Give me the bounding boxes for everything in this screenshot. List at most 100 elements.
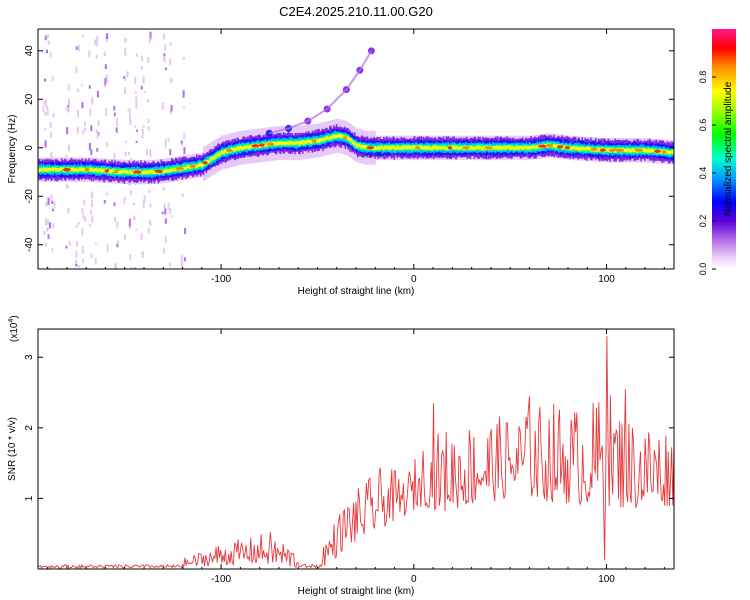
ridge-band	[299, 142, 301, 146]
ridge-band	[122, 170, 125, 173]
noise-speck	[115, 127, 118, 133]
ridge-band	[324, 137, 326, 141]
ridge-band	[373, 146, 375, 150]
ridge-band	[242, 146, 244, 151]
noise-speck	[90, 253, 93, 258]
ridge-band	[580, 146, 583, 150]
ridge-band	[518, 146, 521, 152]
noise-speck	[46, 34, 49, 39]
noise-speck	[145, 149, 148, 156]
ridge-band	[263, 140, 266, 148]
ridge-band	[56, 168, 58, 172]
ridge-band	[249, 145, 251, 149]
ridge-band	[626, 148, 629, 152]
noise-speck	[163, 247, 166, 253]
ridge-band	[350, 138, 352, 142]
ridge-band	[493, 146, 496, 150]
ridge-band	[428, 146, 430, 150]
ridge-band	[143, 171, 145, 175]
ridge-hotspot	[484, 146, 493, 150]
ridge-band	[495, 145, 498, 149]
ridge-band	[377, 145, 379, 149]
ridge-band	[346, 136, 348, 140]
ridge-band	[118, 171, 121, 175]
ridge-band	[112, 168, 114, 172]
ridge-hotspot	[462, 146, 470, 150]
ridge-band	[472, 146, 475, 150]
snr-scale-prefix: (x10	[9, 322, 20, 342]
ridge-band	[383, 145, 386, 149]
ridge-band	[469, 145, 472, 149]
ridge-band	[596, 148, 599, 152]
snr-plot-area	[38, 329, 674, 569]
ridge-band	[356, 143, 359, 147]
noise-speck	[147, 118, 150, 124]
ridge-band	[162, 170, 164, 174]
ridge-band	[103, 168, 106, 172]
ridge-band	[231, 147, 234, 151]
ridge-band	[96, 169, 99, 173]
ridge-band	[298, 140, 300, 147]
colorbar-tick-label: 0.2	[698, 215, 708, 228]
noise-speck	[81, 258, 84, 264]
ridge-band	[392, 145, 395, 149]
ridge-band	[279, 140, 282, 145]
ridge-band	[91, 169, 94, 173]
ridge-band	[292, 141, 294, 145]
ridge-band	[46, 168, 49, 172]
noise-speck	[83, 121, 86, 126]
ridge-band	[97, 169, 100, 173]
ridge-band	[381, 146, 383, 150]
ridge-band	[355, 142, 357, 147]
ridge-band	[513, 146, 515, 150]
ridge-band	[625, 149, 628, 153]
x-tick-label: 0	[411, 274, 417, 285]
noise-speck	[44, 242, 47, 248]
noise-speck	[51, 200, 54, 204]
noise-speck	[169, 148, 172, 156]
ridge-band	[109, 169, 111, 173]
noise-speck	[143, 90, 146, 93]
ridge-band	[389, 147, 392, 151]
ridge-band	[62, 167, 64, 171]
ridge-band	[240, 145, 242, 149]
ridge-band	[647, 149, 649, 153]
ridge-band	[113, 168, 115, 172]
spectrogram-xlabel: Height of straight line (km)	[298, 286, 415, 297]
noise-speck	[44, 140, 47, 148]
colorbar-tick-label: 0.4	[698, 167, 708, 180]
ridge-band	[437, 146, 440, 150]
ridge-band	[93, 168, 96, 172]
noise-speck	[134, 91, 137, 94]
ridge-band	[47, 168, 50, 172]
ridge-band	[454, 146, 456, 150]
ridge-band	[440, 146, 443, 150]
noise-speck	[96, 148, 99, 152]
ridge-band	[184, 166, 187, 170]
ridge-band	[128, 170, 131, 175]
ridge-band	[303, 139, 305, 143]
ridge-hotspot	[538, 144, 547, 148]
ridge-band	[588, 146, 590, 150]
noise-speck	[46, 266, 49, 269]
ridge-band	[168, 169, 170, 172]
noise-speck	[96, 132, 99, 139]
ridge-band	[526, 146, 529, 150]
y-tick-label: 0	[24, 145, 35, 151]
noise-speck	[147, 227, 150, 234]
noise-speck	[66, 106, 69, 112]
noise-speck	[78, 265, 81, 268]
noise-speck	[167, 202, 170, 210]
noise-speck	[164, 218, 167, 224]
spectrogram-ticks: -100 0 100 -40 -20 0 20 40	[24, 29, 674, 285]
ridge-band	[302, 141, 304, 145]
ridge-band	[76, 168, 79, 173]
noise-speck	[44, 99, 47, 107]
ridge-band	[284, 142, 287, 146]
colorbar: 0.0 0.2 0.4 0.6 0.8 Normalized spectral ampl…	[698, 29, 736, 275]
ridge-hotspot	[114, 169, 119, 174]
ridge-band	[361, 144, 364, 148]
noise-speck	[45, 49, 48, 54]
snr-scale-note: (x104)	[8, 315, 20, 342]
